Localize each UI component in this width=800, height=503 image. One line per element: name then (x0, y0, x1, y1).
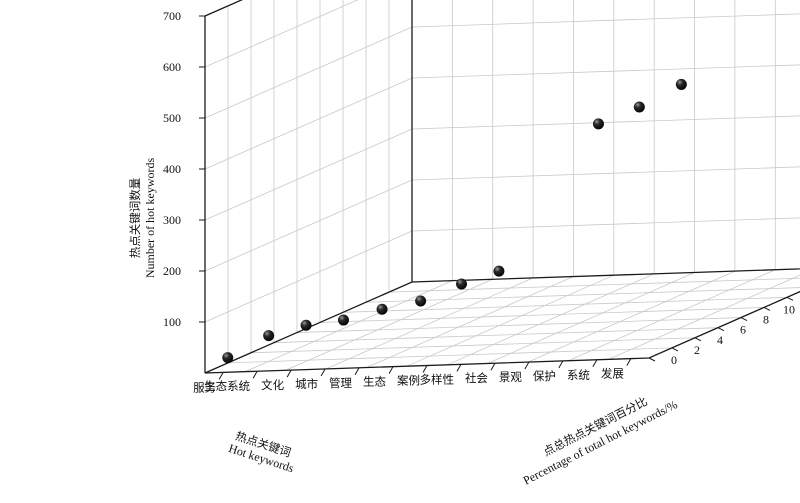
floor-gridline (273, 327, 719, 344)
x-tick (388, 366, 394, 374)
y-tick-label: 6 (740, 323, 746, 337)
floor-gridline (342, 296, 788, 313)
wall-gridline (204, 230, 413, 323)
x-tick (422, 365, 428, 373)
z-tick-label: 300 (163, 213, 181, 227)
x-tick (456, 364, 462, 372)
x-tick-label: 城市 (295, 377, 318, 391)
x-tick-label: 社会 (465, 371, 488, 385)
data-point (263, 330, 275, 342)
data-point (493, 265, 505, 277)
data-point (415, 295, 427, 307)
wall-gridline (411, 115, 800, 130)
z-tick-label: 200 (163, 264, 181, 278)
data-point (222, 352, 234, 364)
floor-gridline (406, 274, 614, 367)
x-tick (252, 370, 258, 379)
frame-edge (204, 0, 244, 17)
floor-gridline (568, 269, 776, 362)
y-tick-label: 2 (694, 343, 700, 357)
x-tick (558, 360, 564, 369)
data-point (592, 118, 604, 130)
x-tick (592, 359, 598, 368)
x-tick-label: 发展 (601, 367, 624, 381)
x-tick-label: 服务 (193, 380, 216, 394)
x-tick-label: 案例 (397, 374, 420, 388)
x-tick (626, 358, 632, 366)
x-tick (524, 361, 530, 370)
x-tick-label: 系统 (567, 368, 590, 382)
y-tick (671, 347, 679, 352)
floor-gridline (388, 277, 800, 293)
x-tick (490, 362, 496, 371)
x-tick-label: 文化 (261, 378, 284, 392)
z-tick-label: 400 (163, 162, 181, 176)
data-point (456, 278, 467, 290)
x-tick-label: 生态 (363, 375, 386, 389)
x-tick-label: 多样性 (419, 372, 454, 386)
z-axis-title-en: Number of hot keywords (143, 158, 157, 279)
floor-gridline (366, 276, 574, 368)
x-tick (218, 372, 224, 380)
wall-gridline (204, 26, 413, 119)
grid-layer (204, 0, 800, 373)
data-points (222, 78, 687, 364)
data-point (675, 78, 687, 90)
wall-gridline (411, 217, 800, 232)
floor-gridline (608, 274, 800, 360)
y-tick (786, 296, 794, 301)
floor-gridline (487, 272, 695, 364)
x-tick (286, 369, 292, 378)
frame-outline (204, 268, 800, 374)
y-tick (694, 337, 702, 342)
wall-gridline (411, 166, 800, 181)
axes-frame (204, 0, 800, 374)
data-point (376, 303, 388, 315)
wall-gridline (204, 179, 413, 272)
z-tick-label: 500 (163, 111, 181, 125)
y-tick-label: 0 (671, 353, 677, 367)
floor-gridline (365, 287, 800, 303)
z-tick-label: 600 (163, 60, 181, 74)
y-tick (740, 317, 748, 322)
floor-gridline (285, 278, 493, 371)
x-tick (320, 368, 326, 377)
x-tick (354, 367, 360, 376)
data-point (633, 101, 645, 113)
wall-gridline (204, 0, 359, 68)
floor-gridline (447, 273, 655, 366)
y-tick-label: 4 (717, 333, 723, 347)
floor-gridline (227, 347, 673, 364)
x-tick-label: 管理 (329, 376, 352, 390)
floor-gridline (319, 307, 765, 323)
y-tick (717, 327, 725, 332)
wall-gridline (411, 13, 800, 28)
wall-gridline (411, 64, 800, 79)
floor-gridline (245, 280, 453, 373)
y-tick (648, 357, 656, 362)
floor-gridline (527, 270, 736, 363)
y-axis-title-en: Percentage of total hot keywords/% (521, 397, 680, 487)
axis-ticks: 100200300400500600700024681012141618服务生态… (163, 9, 795, 394)
floor-gridline (325, 277, 534, 370)
z-axis-title-zh: 热点关键词数量 (128, 178, 142, 259)
z-tick-label: 100 (163, 315, 181, 329)
y-tick-label: 8 (763, 313, 769, 327)
y-tick-label: 10 (783, 302, 795, 316)
wall-gridline (204, 77, 413, 170)
x-tick-label: 景观 (499, 370, 522, 384)
wall-gridline (204, 128, 413, 221)
data-point (337, 314, 349, 326)
x-tick-label: 生态系统 (204, 379, 250, 393)
y-tick (763, 306, 771, 311)
data-point (300, 319, 312, 331)
floor-gridline (296, 317, 742, 333)
floor-gridline (250, 337, 696, 354)
x-tick-label: 保护 (533, 369, 556, 383)
z-tick-label: 700 (163, 9, 181, 23)
